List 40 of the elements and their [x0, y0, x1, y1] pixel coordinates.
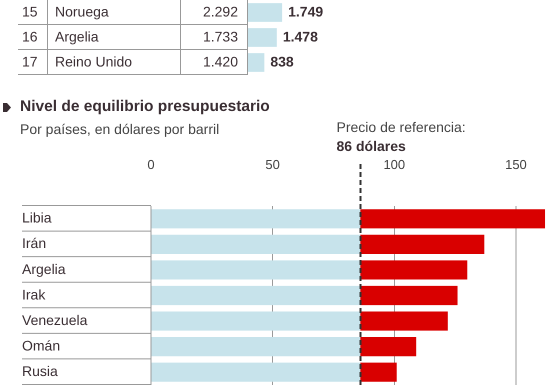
- category-label: Argelia: [22, 260, 66, 277]
- bar: [152, 260, 360, 280]
- x-tick-label: 50: [265, 156, 280, 172]
- data-label: 1.478: [282, 28, 318, 44]
- bar: [152, 234, 360, 254]
- text: 1.420: [202, 53, 238, 70]
- bar: [360, 234, 484, 254]
- bar: [152, 286, 360, 306]
- category-label: Venezuela: [22, 312, 88, 328]
- bar: [152, 362, 360, 382]
- data-label: 838: [270, 53, 294, 70]
- bar: [152, 311, 360, 331]
- category-label: Argelia: [55, 28, 99, 44]
- bar: [360, 362, 397, 382]
- category-label: Irak: [22, 286, 46, 302]
- category-label: Reino Unido: [55, 53, 132, 70]
- bar: [360, 260, 468, 280]
- data-label: 1.749: [288, 3, 324, 20]
- x-tick-label: 150: [505, 156, 527, 172]
- bar: [360, 286, 458, 306]
- bar: [360, 311, 448, 331]
- category-label: Irán: [22, 235, 46, 252]
- ref-line-label: Precio de referencia: 86 dólares: [336, 118, 466, 154]
- category-label: Rusia: [22, 363, 58, 380]
- category-label: Omán: [22, 338, 60, 354]
- text: 15: [22, 3, 38, 20]
- x-tick-label: 0: [147, 156, 155, 172]
- x-tick-label: 100: [383, 156, 406, 172]
- chart-title: Nivel de equilibrio presupuestario: [20, 98, 270, 116]
- text: 16: [22, 28, 38, 44]
- bar: [360, 209, 546, 228]
- text: 17: [22, 53, 38, 70]
- bar: [152, 209, 360, 228]
- category-label: Libia: [22, 210, 52, 226]
- text: 2.292: [202, 3, 238, 20]
- bar: [152, 337, 360, 356]
- bar: [360, 337, 416, 356]
- chart-subtitle: Por países, en dólares por barril: [20, 121, 220, 137]
- category-label: Noruega: [55, 3, 109, 20]
- text: 1.733: [202, 28, 238, 44]
